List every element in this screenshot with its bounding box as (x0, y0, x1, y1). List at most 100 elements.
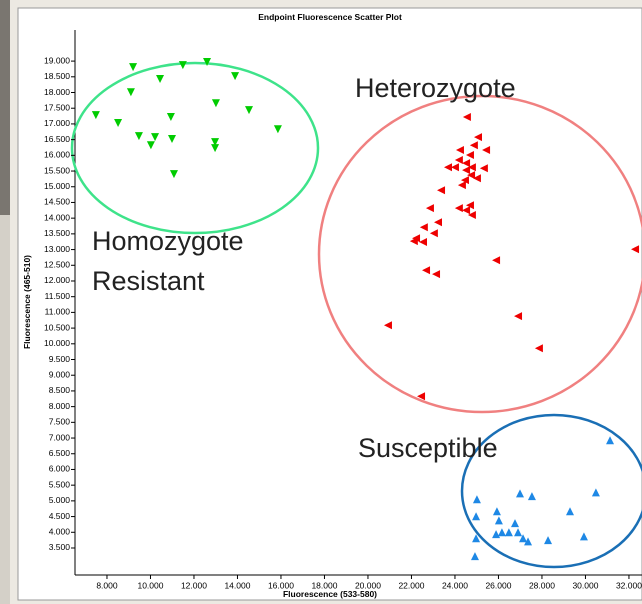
y-tick-label: 8.000 (49, 401, 71, 411)
y-tick-label: 19.000 (44, 55, 70, 65)
cluster-ellipse (460, 413, 642, 569)
point (474, 133, 483, 142)
annotation: Resistant (92, 266, 205, 296)
y-tick-label: 6.000 (49, 464, 71, 474)
point (203, 58, 212, 67)
y-tick-label: 18.000 (44, 87, 70, 97)
point (114, 118, 123, 127)
point (450, 163, 459, 172)
point (211, 138, 220, 147)
point (454, 204, 463, 213)
y-tick-label: 16.500 (44, 134, 70, 144)
y-tick-label: 12.500 (44, 260, 70, 270)
annotation: Heterozygote (355, 73, 516, 103)
x-tick-label: 32.000 (616, 580, 642, 590)
point (169, 170, 178, 179)
x-tick-label: 14.000 (224, 580, 250, 590)
y-tick-label: 3.500 (49, 542, 71, 552)
point (425, 204, 434, 213)
point (134, 132, 143, 141)
cluster-ellipse (70, 61, 320, 235)
y-tick-label: 11.500 (45, 291, 71, 301)
point (244, 106, 253, 115)
point (211, 144, 220, 153)
point (409, 237, 418, 246)
x-tick-label: 26.000 (485, 580, 511, 590)
point (432, 270, 441, 279)
point (211, 99, 220, 108)
point (479, 164, 488, 173)
point (151, 133, 160, 142)
point (465, 151, 474, 160)
point (504, 528, 513, 537)
y-tick-label: 8.500 (49, 385, 71, 395)
x-tick-label: 12.000 (181, 580, 207, 590)
x-tick-label: 16.000 (268, 580, 294, 590)
point (497, 528, 506, 537)
point (467, 171, 476, 180)
point (472, 174, 481, 183)
y-tick-label: 6.500 (49, 448, 71, 458)
point (472, 495, 481, 504)
point (168, 135, 177, 143)
y-tick-label: 4.000 (49, 527, 71, 537)
point (579, 532, 588, 541)
y-axis-label: Fluorescence (465-510) (22, 255, 32, 349)
point (273, 125, 282, 134)
point (178, 61, 187, 70)
x-axis-label: Fluorescence (533-580) (283, 589, 377, 599)
x-tick-label: 20.000 (355, 580, 381, 590)
y-tick-label: 14.500 (44, 197, 70, 207)
y-tick-label: 11.000 (45, 307, 71, 317)
point (419, 223, 428, 232)
y-tick-label: 9.000 (49, 369, 71, 379)
point (482, 145, 491, 154)
plot-frame (17, 7, 642, 601)
point (443, 163, 452, 172)
point (524, 537, 533, 546)
x-tick-label: 10.000 (137, 580, 163, 590)
x-tick-label: 8.000 (96, 580, 118, 590)
point (462, 166, 471, 175)
cluster-ellipse (317, 94, 642, 414)
y-tick-label: 10.000 (44, 338, 70, 348)
point (422, 266, 431, 275)
x-tick-label: 22.000 (398, 580, 424, 590)
point (606, 436, 615, 445)
point (467, 211, 476, 220)
point (460, 176, 469, 185)
point (515, 489, 524, 498)
point (126, 88, 135, 97)
point (510, 519, 519, 528)
point (472, 512, 481, 521)
point (492, 256, 501, 265)
point (467, 163, 476, 172)
y-tick-label: 17.000 (44, 118, 70, 128)
y-tick-label: 16.000 (44, 150, 70, 160)
y-tick-label: 9.500 (49, 354, 71, 364)
point (519, 534, 528, 543)
y-tick-label: 12.000 (44, 275, 70, 285)
y-tick-label: 4.500 (49, 511, 71, 521)
point (418, 238, 427, 247)
point (514, 312, 523, 321)
point (454, 156, 463, 165)
y-tick-label: 5.000 (49, 495, 71, 505)
point (591, 488, 600, 497)
point (492, 507, 501, 516)
point (433, 218, 442, 227)
x-tick-label: 30.000 (572, 580, 598, 590)
point (146, 141, 155, 150)
point (462, 159, 471, 168)
point (462, 206, 471, 215)
x-tick-label: 18.000 (311, 580, 337, 590)
point (544, 536, 553, 545)
point (455, 145, 464, 154)
chart-title: Endpoint Fluorescence Scatter Plot (258, 12, 402, 22)
point (514, 528, 523, 537)
y-tick-label: 7.000 (49, 432, 71, 442)
point (231, 72, 240, 81)
y-tick-label: 10.500 (44, 322, 70, 332)
point (457, 181, 466, 190)
